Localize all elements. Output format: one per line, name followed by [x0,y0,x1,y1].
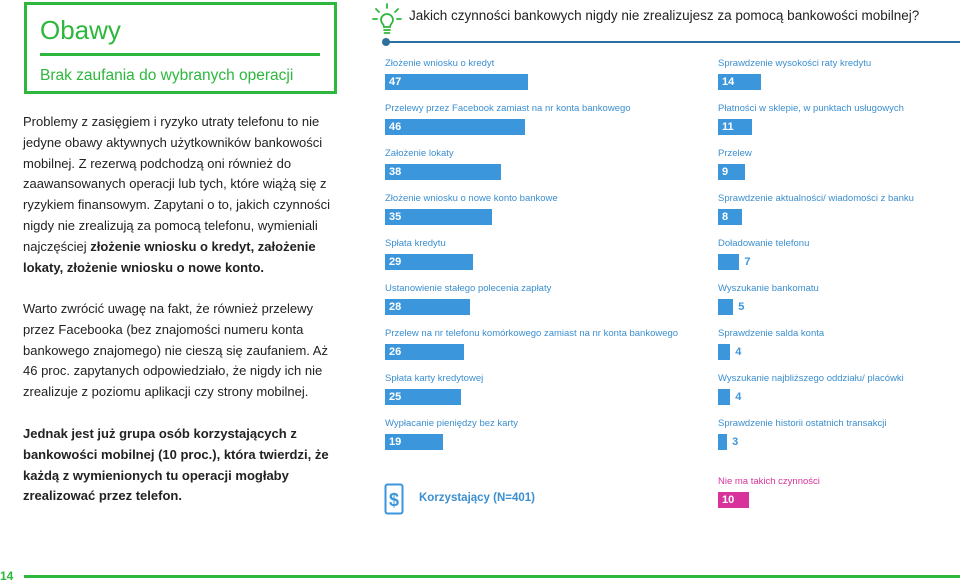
category-label: Sprawdzenie wysokości raty kredytu [718,58,872,69]
data-label: 4 [735,346,742,358]
bar [385,74,529,90]
bar [718,164,746,180]
category-label: Sprawdzenie aktualności/ wiadomości z ba… [718,193,914,204]
category-label: Sprawdzenie salda konta [718,328,825,339]
data-label: 29 [389,256,402,268]
base-label: Korzystający (N=401) [419,492,536,504]
data-label: 47 [389,76,402,88]
data-label: 4 [735,391,742,403]
chart-question: Jakich czynności bankowych nigdy nie zre… [409,8,920,23]
bar [718,254,740,270]
category-label: Przelew na nr telefonu komórkowego zamia… [385,328,679,339]
bar [718,344,731,360]
category-label: Wyszukanie bankomatu [718,283,819,294]
data-label: 28 [389,301,402,313]
bar [718,209,743,225]
category-label: Przelewy przez Facebook zamiast na nr ko… [385,103,631,114]
bar [718,492,749,508]
category-label: Złożenie wniosku o kredyt [385,58,495,69]
bar [718,389,731,405]
category-label: Przelew [718,148,752,159]
paragraph-1-text: Problemy z zasięgiem i ryzyko utraty tel… [23,114,331,254]
bar [385,389,462,405]
header-dot [382,38,390,46]
data-label: 38 [389,166,402,178]
bar [718,74,761,90]
data-label: 3 [732,436,739,448]
paragraph-2: Warto zwrócić uwagę na fakt, że również … [23,301,328,400]
paragraph-3: Jednak jest już grupa osób korzystającyc… [23,424,343,507]
category-label: Doładowanie telefonu [718,238,810,249]
paragraph-3-bold: Jednak jest już grupa osób korzystającyc… [23,426,329,504]
bar [718,119,752,135]
bar [718,299,734,315]
data-label: 14 [722,76,735,88]
bar [718,434,728,450]
data-label: 5 [738,301,745,313]
data-label: 11 [722,121,734,133]
data-label: 35 [389,211,402,223]
data-label: 46 [389,121,402,133]
data-label: 10 [722,494,735,506]
data-label: 9 [722,166,729,178]
category-label: Płatności w sklepie, w punktach usługowy… [718,103,904,114]
bar [385,164,501,180]
bar [385,434,443,450]
footer-divider [24,575,960,578]
data-label: 25 [389,391,402,403]
page-subtitle: Brak zaufania do wybranych operacji [40,67,294,84]
data-label: 8 [722,211,729,223]
bar [385,119,526,135]
bar [385,344,465,360]
category-label: Ustanowienie stałego polecenia zapłaty [385,283,552,294]
category-label: Wypłacanie pieniędzy bez karty [385,418,518,429]
page-number: 14 [0,569,14,583]
data-label: 26 [389,346,402,358]
svg-text:$: $ [389,490,399,510]
category-label: Sprawdzenie historii ostatnich transakcj… [718,418,887,429]
category-label: Złożenie wniosku o nowe konto bankowe [385,193,558,204]
category-label: Nie ma takich czynności [718,476,820,487]
bar [385,299,471,315]
title-rule [40,53,320,56]
category-label: Założenie lokaty [385,148,454,159]
bar [385,209,492,225]
title-box: Obawy Brak zaufania do wybranych operacj… [24,2,337,94]
page-title: Obawy [40,15,121,45]
header-divider [385,41,960,43]
category-label: Spłata kredytu [385,238,446,249]
bar [385,254,474,270]
wallet-dollar-icon: $ [384,483,404,515]
data-label: 19 [389,436,402,448]
category-label: Spłata karty kredytowej [385,373,484,384]
lightbulb-icon [372,3,402,34]
paragraph-1-bold: złożenie wniosku o kredyt, założenie lok… [23,238,316,275]
paragraph-1: Problemy z zasięgiem i ryzyko utraty tel… [23,112,343,278]
category-label: Wyszukanie najbliższego oddziału/ placów… [718,373,904,384]
data-label: 7 [744,256,751,268]
